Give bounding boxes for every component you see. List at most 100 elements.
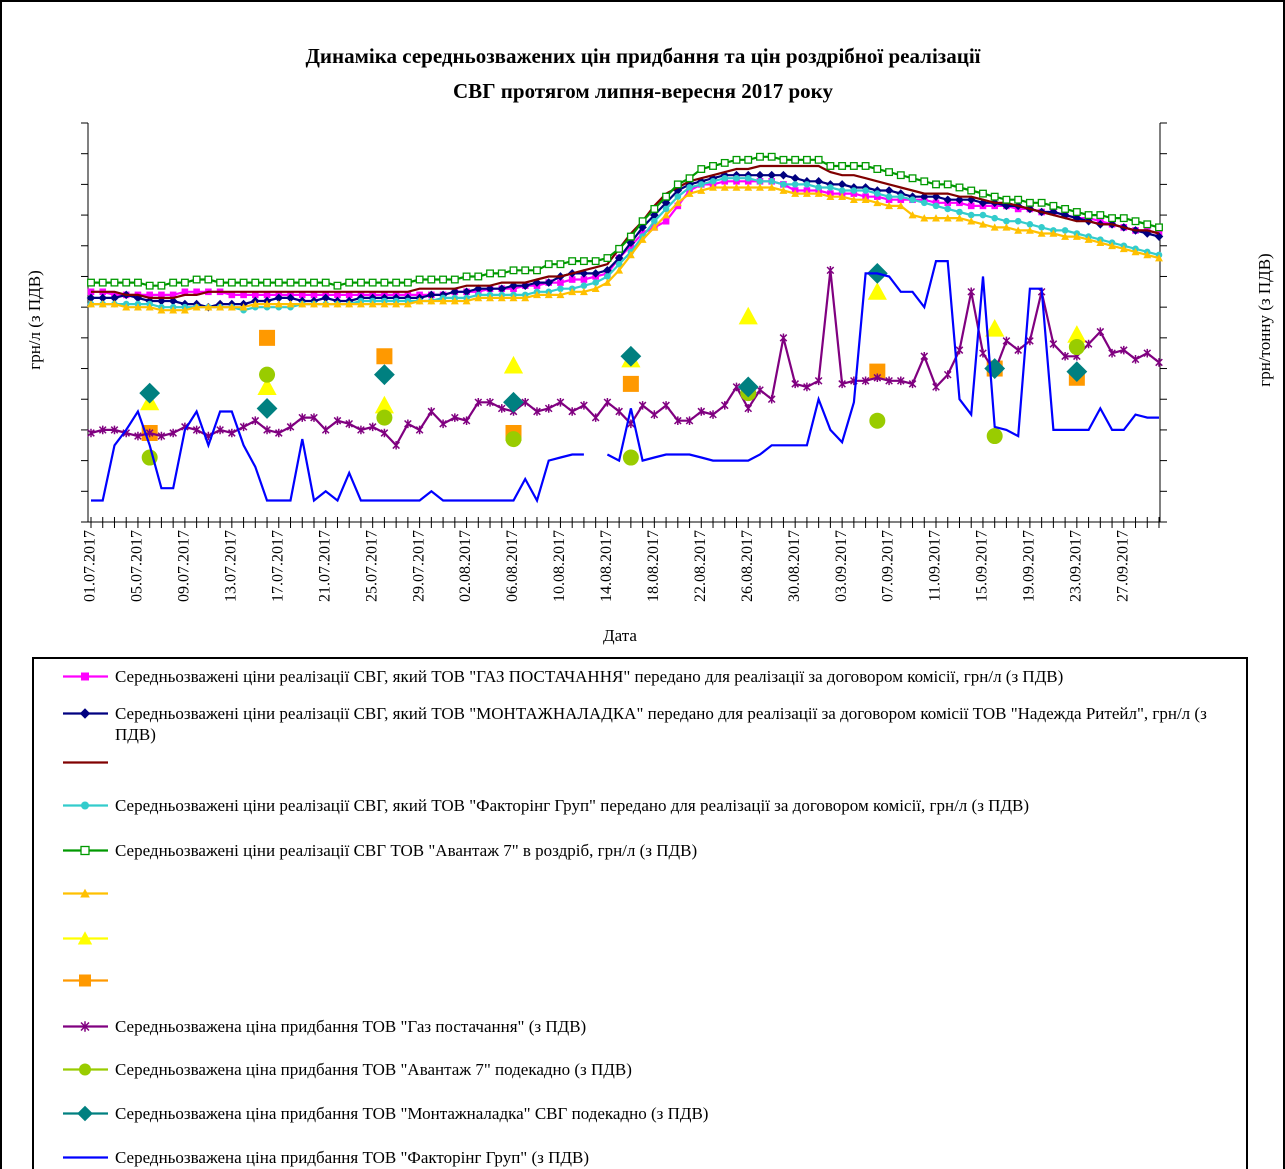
marker — [298, 300, 307, 308]
marker — [110, 293, 119, 303]
marker — [1131, 355, 1140, 364]
marker — [228, 428, 236, 438]
marker — [756, 152, 764, 161]
marker — [204, 275, 213, 284]
legend-swatch — [63, 672, 108, 680]
x-tick-label: 13.07.2017 — [223, 530, 240, 602]
legend: Середньозважені ціни реалізації СВГ, яки… — [32, 657, 1248, 1169]
marker — [979, 189, 987, 198]
marker — [486, 293, 494, 302]
marker — [849, 195, 858, 204]
marker — [168, 296, 178, 306]
marker — [591, 269, 600, 278]
marker — [556, 290, 565, 299]
x-tick-label: 17.07.2017 — [269, 530, 286, 602]
marker — [110, 425, 119, 435]
marker — [1084, 339, 1093, 349]
marker — [979, 348, 987, 358]
marker — [310, 413, 318, 422]
marker — [827, 184, 834, 191]
marker — [544, 260, 553, 269]
legend-swatch — [63, 1105, 108, 1121]
marker — [345, 278, 354, 287]
marker — [685, 416, 694, 426]
marker — [580, 401, 588, 410]
marker — [955, 195, 964, 205]
marker — [345, 419, 354, 429]
marker — [321, 425, 330, 435]
marker — [79, 707, 91, 719]
marker — [286, 422, 295, 432]
marker — [427, 290, 436, 300]
marker — [986, 428, 1003, 445]
marker — [615, 407, 623, 416]
legend-label: Середньозважені ціни реалізації СВГ ТОВ … — [115, 840, 698, 860]
marker — [345, 300, 354, 308]
marker — [874, 190, 881, 197]
marker — [503, 391, 524, 413]
marker — [374, 395, 395, 414]
marker — [509, 293, 518, 302]
legend-swatch — [63, 707, 108, 719]
marker — [791, 181, 799, 188]
marker — [932, 214, 940, 222]
marker — [216, 303, 225, 311]
marker — [310, 300, 318, 308]
marker — [802, 155, 811, 164]
marker — [568, 287, 577, 296]
marker — [533, 290, 541, 299]
marker — [802, 189, 811, 197]
marker — [169, 428, 177, 438]
marker — [967, 287, 976, 297]
marker — [87, 278, 95, 287]
marker — [286, 293, 295, 303]
series-line — [91, 155, 1160, 287]
marker — [791, 155, 800, 164]
marker — [333, 300, 342, 308]
marker — [1143, 251, 1152, 259]
marker — [98, 278, 107, 287]
marker — [603, 254, 612, 262]
marker — [803, 181, 811, 188]
marker — [756, 385, 764, 395]
marker — [908, 211, 917, 219]
marker — [544, 278, 554, 287]
marker — [263, 425, 271, 435]
marker — [1002, 223, 1011, 231]
marker — [81, 801, 89, 809]
x-tick-label: 15.09.2017 — [974, 530, 991, 602]
marker — [192, 275, 201, 284]
marker — [450, 275, 459, 284]
marker — [867, 282, 887, 300]
marker — [274, 293, 284, 303]
y2-axis-label: грн/тонну (з ПДВ) — [1255, 253, 1274, 386]
marker — [80, 1020, 90, 1032]
marker — [98, 300, 107, 308]
marker — [931, 192, 941, 201]
marker — [732, 382, 741, 392]
marker — [979, 211, 987, 219]
marker — [193, 288, 200, 296]
marker — [474, 284, 483, 294]
marker — [462, 272, 471, 281]
marker — [310, 291, 318, 299]
marker — [697, 165, 706, 173]
marker — [228, 291, 236, 299]
marker — [838, 379, 846, 389]
marker — [615, 266, 624, 274]
legend-swatch — [63, 760, 108, 764]
marker — [87, 300, 95, 308]
marker — [767, 152, 776, 161]
marker — [80, 888, 90, 897]
marker — [720, 401, 729, 410]
marker — [861, 195, 870, 204]
marker — [474, 272, 483, 281]
marker — [1049, 201, 1058, 210]
marker — [768, 178, 776, 185]
marker — [557, 279, 564, 286]
marker — [955, 214, 964, 222]
marker — [897, 193, 905, 200]
marker — [650, 204, 659, 213]
marker — [791, 379, 800, 389]
